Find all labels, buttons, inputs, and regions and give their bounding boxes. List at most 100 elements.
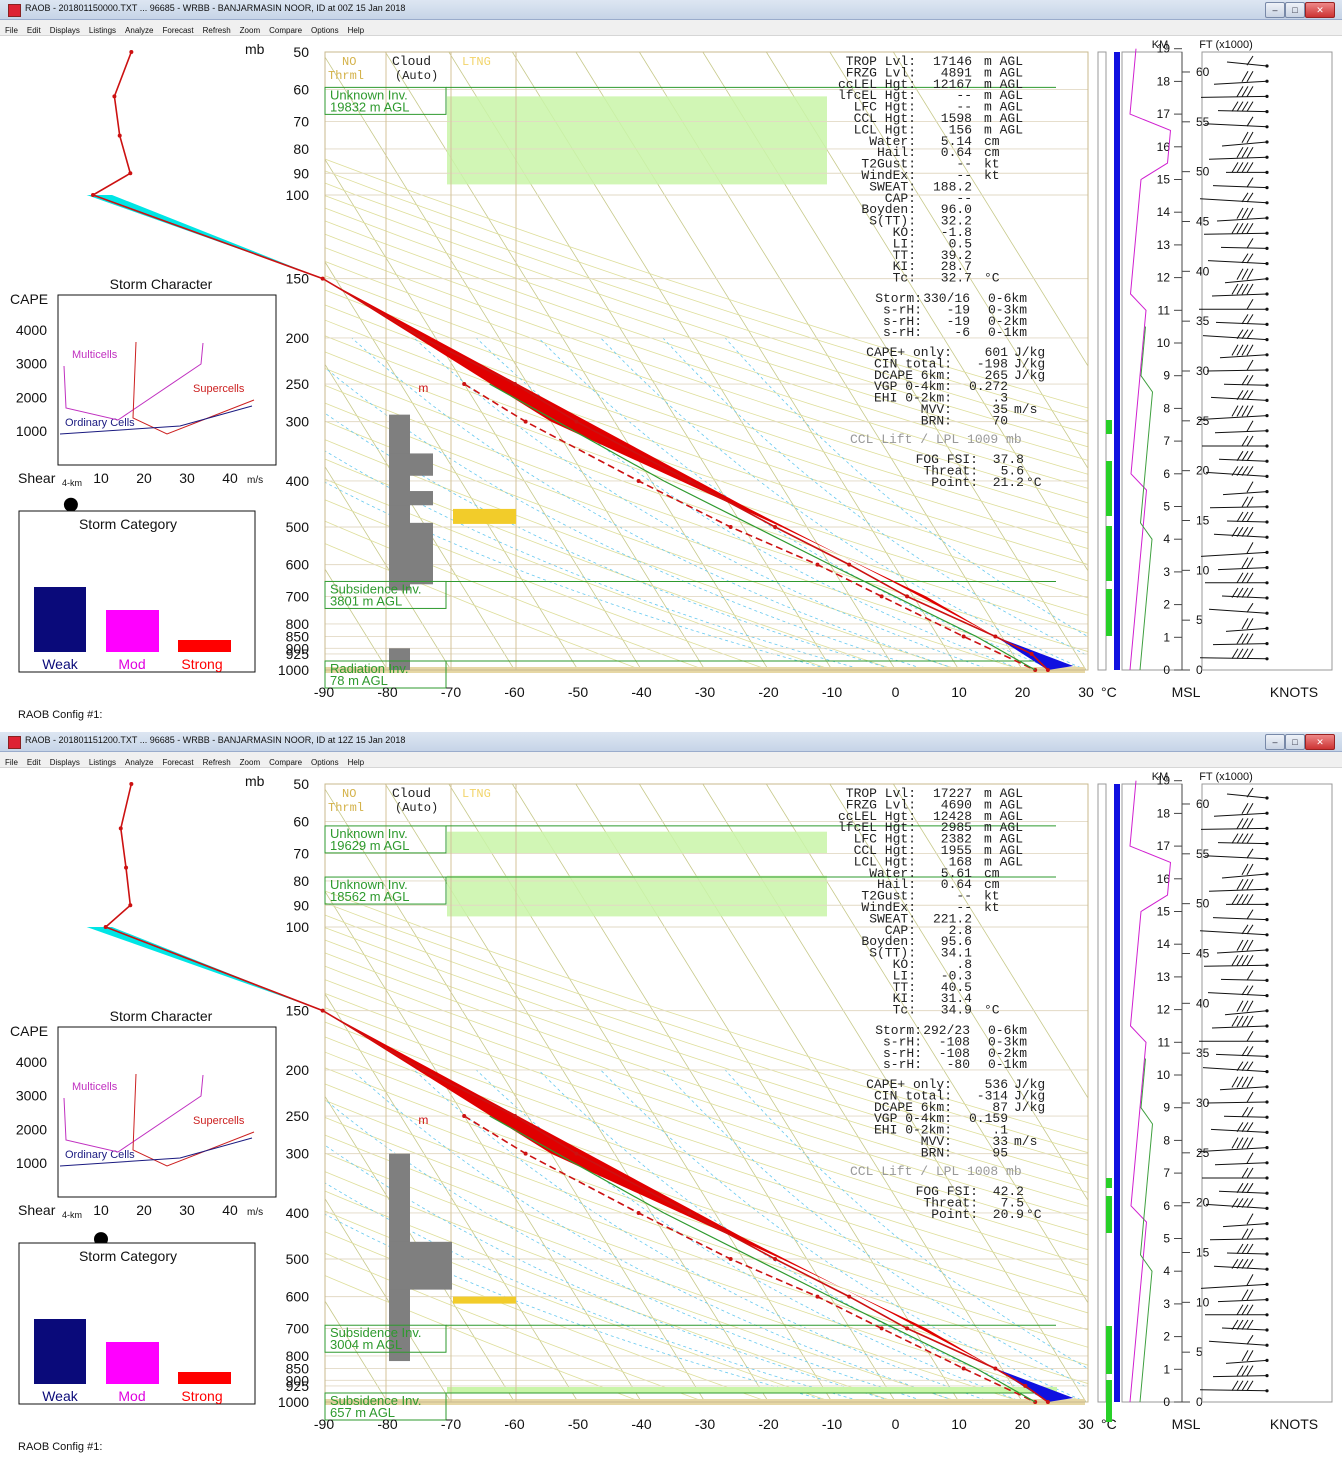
dewpoint-point (879, 594, 884, 599)
wind-barb-feather (1231, 405, 1239, 417)
wind-barb (1221, 1327, 1268, 1331)
menu-analyze[interactable]: Analyze (125, 758, 154, 767)
menu-help[interactable]: Help (347, 758, 365, 767)
inversion-label-type: Unknown Inv. (330, 826, 408, 841)
wind-barb (1220, 978, 1268, 981)
cape-unit: J/kg (1014, 356, 1045, 371)
cloud-layer-bar (389, 1241, 452, 1290)
wind-barb-feather (1241, 283, 1249, 295)
menu-displays[interactable]: Displays (49, 758, 80, 767)
index-value: 28.7 (941, 259, 972, 274)
index-value: 1955 (941, 843, 972, 858)
cape-key: BRN: (921, 413, 952, 428)
temperature-tick-label: -10 (822, 684, 842, 700)
wind-barb-feather (1246, 238, 1254, 249)
minimize-button[interactable]: – (1265, 2, 1285, 18)
humidity-trace (1129, 48, 1172, 671)
wind-barb-feather (1241, 1350, 1249, 1362)
wind-barb-feather (1241, 162, 1249, 173)
menu-refresh[interactable]: Refresh (202, 26, 231, 35)
mixing-marker: m (418, 1113, 428, 1127)
wind-barb-feather (1231, 1258, 1239, 1269)
wind-barb-dot (1265, 155, 1269, 159)
menu-forecast[interactable]: Forecast (162, 26, 194, 35)
menu-displays[interactable]: Displays (49, 26, 80, 35)
temperature-point (512, 382, 517, 387)
wind-barb-feather (1246, 1046, 1254, 1057)
close-button[interactable]: ✕ (1305, 2, 1335, 18)
isotherm (893, 52, 1088, 367)
fog-key: Threat: (923, 463, 978, 478)
menu-file[interactable]: File (5, 26, 18, 35)
wind-barb (1221, 141, 1268, 147)
temperature-tick-label: -80 (377, 1416, 397, 1432)
menu-compare[interactable]: Compare (269, 26, 303, 35)
wind-barb-feather (1246, 359, 1254, 371)
pressure-tick-label: 925 (286, 1378, 310, 1394)
maximize-button[interactable]: □ (1285, 2, 1305, 18)
dry-adiabat (325, 1252, 706, 1402)
index-key: TROP Lvl: (846, 54, 916, 69)
storm-unit: 0-6km (988, 291, 1027, 306)
wind-barb-dot (1265, 1298, 1269, 1302)
ordinary-cells-label: Ordinary Cells (65, 417, 135, 429)
cloud-label: Cloud (392, 54, 431, 69)
inversion-label-type: Subsidence Inv. (330, 1393, 422, 1408)
wind-barb-dot (1265, 1222, 1269, 1226)
title-bar[interactable]: RAOB - 201801150000.TXT ... 96685 - WRBB… (0, 0, 1342, 20)
wind-barb-feather (1246, 1000, 1254, 1012)
dewpoint-profile (463, 1115, 1036, 1403)
wind-barb-feather (1246, 1167, 1254, 1179)
menu-options[interactable]: Options (311, 758, 339, 767)
menu-forecast[interactable]: Forecast (162, 758, 194, 767)
temperature-point (129, 50, 134, 54)
km-tick-label: 4 (1163, 1264, 1170, 1278)
menu-refresh[interactable]: Refresh (202, 758, 231, 767)
menu-analyze[interactable]: Analyze (125, 26, 154, 35)
menu-listings[interactable]: Listings (88, 26, 117, 35)
wind-barb-feather (1231, 1319, 1239, 1330)
isotherm (325, 1198, 452, 1402)
wind-barb-feather (1246, 70, 1254, 83)
dry-adiabat (325, 979, 1088, 1236)
menu-options[interactable]: Options (311, 26, 339, 35)
wind-barb-feather (1236, 146, 1244, 158)
pressure-tick-label: 300 (286, 1146, 310, 1162)
fog-value: 21.2 (993, 475, 1024, 490)
menu-compare[interactable]: Compare (269, 758, 303, 767)
menu-help[interactable]: Help (347, 26, 365, 35)
wind-barb-feather (1246, 192, 1254, 203)
wind-barb (1209, 1238, 1268, 1241)
maximize-button[interactable]: □ (1285, 734, 1305, 750)
wind-barb (1209, 506, 1268, 509)
mod-bar (106, 610, 159, 652)
wind-barb (1205, 471, 1268, 477)
strong-bar (178, 640, 231, 652)
storm-character-panel: Storm Character CAPE 4000 3000 2000 1000 10 20 3… (10, 276, 277, 512)
close-button[interactable]: ✕ (1305, 734, 1335, 750)
menu-zoom[interactable]: Zoom (239, 26, 261, 35)
minimize-button[interactable]: – (1265, 734, 1285, 750)
menu-listings[interactable]: Listings (88, 758, 117, 767)
wind-barb-feather (1241, 192, 1249, 203)
km-tick-label: 1 (1163, 1362, 1170, 1376)
index-value: 168 (949, 854, 972, 869)
wind-barb-feather (1246, 1076, 1254, 1088)
wind-barb-feather (1246, 1122, 1254, 1133)
theta-trace (1139, 1058, 1154, 1403)
menu-zoom[interactable]: Zoom (239, 758, 261, 767)
wind-barb-feather (1246, 618, 1254, 630)
wind-barb-feather (1246, 1106, 1254, 1118)
wind-barb-feather (1246, 1213, 1254, 1225)
menu-edit[interactable]: Edit (26, 26, 41, 35)
ms-unit-label: m/s (247, 1207, 263, 1218)
wind-barb-feather (1246, 420, 1254, 432)
ft-tick-label: 0 (1196, 1395, 1203, 1409)
menu-edit[interactable]: Edit (26, 758, 41, 767)
wind-barb-feather (1241, 1137, 1249, 1149)
wind-barb (1208, 156, 1268, 160)
menu-file[interactable]: File (5, 758, 18, 767)
title-bar[interactable]: RAOB - 201801151200.TXT ... 96685 - WRBB… (0, 732, 1342, 752)
